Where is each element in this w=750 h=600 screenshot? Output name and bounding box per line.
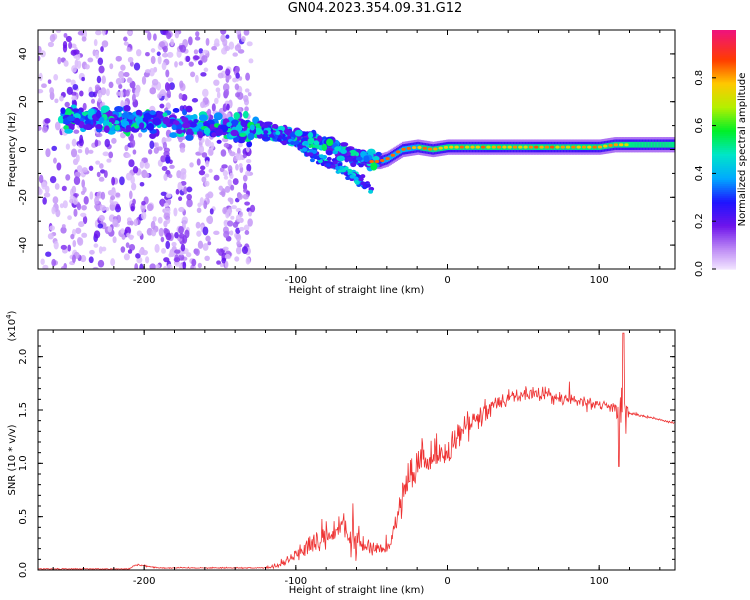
y-tick-label: -20 [18,189,29,205]
y-tick-label: 1.5 [18,402,29,418]
y-tick-label: 0.0 [18,562,29,578]
x-axis-label: Height of straight line (km) [289,285,425,296]
y-tick-label: -40 [18,237,29,253]
y-tick-label: 2.0 [18,349,29,365]
x-tick-label: 0 [444,275,450,286]
colorbar-label: Normalized spectral amplitude [737,73,748,227]
line-frame [37,329,676,571]
x-tick-label: -200 [133,576,156,587]
y-axis-label: Frequency (Hz) [7,112,18,188]
x-tick-label: -100 [284,576,307,587]
x-tick-label: 100 [590,576,609,587]
snr-series-line [38,332,675,570]
y-tick-label: 20 [18,95,29,108]
x-axis-label: Height of straight line (km) [289,585,425,596]
y-tick-label: 0 [18,146,29,152]
y-multiplier-label: (x104) [5,310,18,341]
y-axis-label: SNR (10 * v/v) [7,424,18,495]
colorbar-tick-label: 0.6 [694,118,705,134]
x-tick-label: 100 [590,275,609,286]
colorbar-tick-label: 0.4 [694,165,705,181]
y-tick-label: 1.0 [18,455,29,471]
y-tick-label: 0.5 [18,509,29,525]
heatmap-cells [38,30,675,269]
colorbar-tick-label: 0.8 [694,70,705,86]
chart-title: GN04.2023.354.09.31.G12 [287,1,463,16]
x-tick-label: -100 [284,275,307,286]
y-tick-label: 40 [18,48,29,61]
colorbar [712,30,736,270]
colorbar-tick-label: 0.2 [694,213,705,229]
colorbar-tick-label: 0.0 [694,261,705,277]
x-tick-label: 0 [444,576,450,587]
x-tick-label: -200 [133,275,156,286]
